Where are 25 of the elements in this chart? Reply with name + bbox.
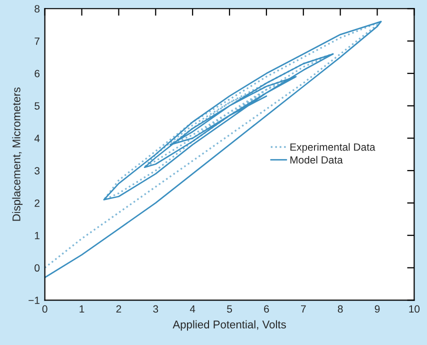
y-tick-label: 8 [34,5,40,12]
x-tick-label: 10 [409,305,420,313]
x-tick-label: 4 [190,305,196,313]
x-tick-label: 3 [153,305,158,313]
y-tick-label: 6 [34,70,40,78]
y-tick-label: 1 [34,232,40,240]
legend-label: Experimental Data [290,143,376,153]
x-tick-label: 7 [301,305,306,313]
y-axis-title: Displacement, Micrometers [12,87,23,221]
x-tick-label: 1 [80,305,84,313]
y-tick-label: 5 [34,102,40,110]
x-tick-label: 0 [42,305,48,313]
y-tick-label: 2 [34,199,40,207]
x-tick-label: 5 [227,305,232,313]
y-tick-label: −1 [28,296,40,304]
y-tick-label: 7 [34,38,40,45]
x-tick-label: 9 [374,305,380,313]
x-axis-title: Applied Potential, Volts [172,320,286,331]
legend-label: Model Data [290,156,343,164]
x-tick-label: 2 [116,305,122,313]
x-tick-label: 6 [264,305,269,313]
y-tick-label: 4 [34,134,40,142]
y-tick-label: 3 [34,167,40,174]
x-tick-label: 8 [338,305,343,313]
y-tick-label: 0 [34,264,40,272]
